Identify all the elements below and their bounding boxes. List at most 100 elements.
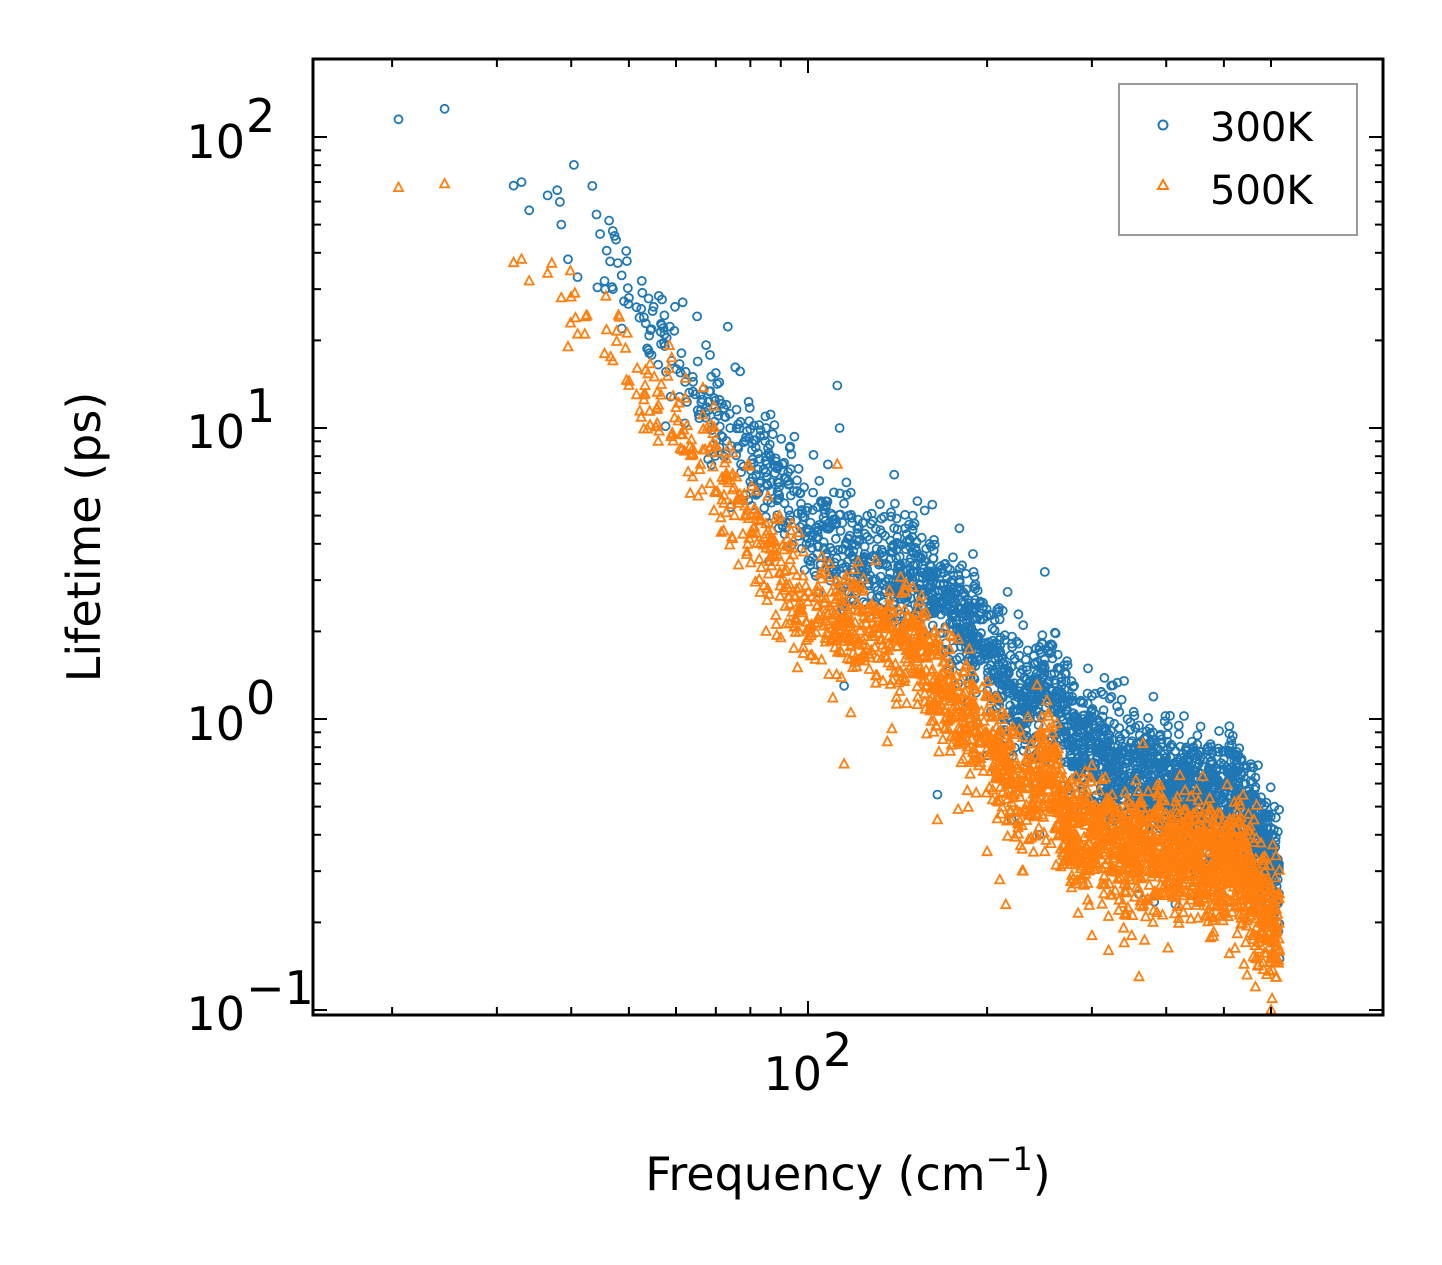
series-500k-point xyxy=(784,552,797,565)
series-300k-point xyxy=(1119,676,1129,686)
series-500k-point xyxy=(936,693,949,705)
series-500k-point xyxy=(1229,941,1241,953)
series-300k-point xyxy=(1195,721,1206,732)
series-500k-point xyxy=(1235,852,1248,864)
series-500k-point xyxy=(707,426,719,439)
series-300k-point xyxy=(1116,694,1127,705)
series-500k-point xyxy=(1269,870,1282,883)
series-500k-point xyxy=(860,616,873,629)
series-300k-point xyxy=(659,341,670,352)
series-500k-point xyxy=(1231,926,1244,939)
series-300k-point xyxy=(636,303,647,314)
series-500k-point xyxy=(770,617,783,629)
series-500k-point xyxy=(793,525,806,538)
series-500k-point xyxy=(732,558,745,570)
series-300k-point xyxy=(1093,747,1103,758)
series-500k-point xyxy=(1132,856,1145,868)
series-500k-point xyxy=(913,594,926,606)
series-300k-point xyxy=(1076,720,1087,731)
series-500k-point xyxy=(1112,903,1125,915)
series-300k-point xyxy=(1269,801,1280,812)
series-500k-point xyxy=(936,655,949,667)
series-300k-point xyxy=(814,475,825,486)
series-500k-point xyxy=(835,645,848,658)
series-500k-point xyxy=(1250,864,1262,876)
series-500k-point xyxy=(744,555,757,568)
series-500k-point xyxy=(761,593,774,605)
series-300k-point xyxy=(1154,759,1164,770)
series-300k-point xyxy=(1094,737,1105,748)
series-300k-point xyxy=(730,362,741,373)
series-300k-point xyxy=(1231,754,1242,765)
series-500k-point xyxy=(1192,867,1205,879)
series-300k-point xyxy=(998,658,1008,669)
series-500k-point xyxy=(921,651,934,663)
series-300k-point xyxy=(1023,706,1033,716)
series-500k-point xyxy=(945,738,958,750)
series-500k-point xyxy=(568,286,581,298)
series-500k-point xyxy=(1042,706,1055,718)
series-300k-point xyxy=(793,463,804,474)
series-500k-point xyxy=(1241,968,1254,980)
series-300k-point xyxy=(761,451,771,462)
series-300k-point xyxy=(1122,714,1133,724)
series-500k-point xyxy=(1050,716,1063,728)
series-300k-point xyxy=(916,532,927,543)
series-500k-point xyxy=(663,361,676,374)
series-300k-point xyxy=(991,648,1001,658)
series-500k-point xyxy=(1103,876,1116,889)
series-500k-point xyxy=(686,448,699,460)
series-300k-point xyxy=(745,424,756,435)
series-300k-point xyxy=(643,293,654,304)
series-300k-point xyxy=(816,496,826,507)
series-500k-point xyxy=(899,651,912,664)
series-300k-point xyxy=(912,496,923,507)
series-300k-point xyxy=(1148,691,1159,702)
series-500k-point xyxy=(816,585,829,598)
series-500k-point xyxy=(1162,941,1174,953)
series-500k-point xyxy=(1128,890,1141,902)
series-300k-point xyxy=(772,477,783,488)
series-300k-point xyxy=(1098,705,1109,716)
series-500k-point xyxy=(986,792,999,805)
series-500k-point xyxy=(826,691,839,703)
series-300k-point xyxy=(1206,755,1217,766)
series-300k-point xyxy=(784,442,795,453)
series-300k-point xyxy=(1114,736,1125,747)
series-500k-point xyxy=(1237,844,1250,856)
series-300k-point xyxy=(1013,609,1024,620)
series-300k-point xyxy=(957,608,967,619)
series-500k-point xyxy=(693,462,706,475)
series-300k-point xyxy=(669,325,680,336)
series-500k-point xyxy=(980,786,993,798)
series-500k-point xyxy=(894,634,907,646)
series-300k-point xyxy=(636,275,647,286)
series-300k-point xyxy=(1235,754,1246,765)
series-500k-point xyxy=(1170,805,1183,817)
series-500k-point xyxy=(1192,802,1205,814)
series-300k-point xyxy=(714,377,725,388)
series-300k-point xyxy=(731,404,742,415)
series-300k-point xyxy=(1114,723,1125,733)
series-300k-point xyxy=(1261,797,1272,808)
series-500k-point xyxy=(835,670,848,682)
series-500k-point xyxy=(1027,757,1040,770)
series-500k-point xyxy=(697,380,709,393)
series-300k-point xyxy=(886,547,896,558)
series-500k-point xyxy=(900,643,913,655)
series-500k-point xyxy=(578,327,591,339)
series-500k-point xyxy=(782,539,795,551)
series-300k-point xyxy=(1055,686,1066,697)
series-300k-point xyxy=(753,448,763,459)
series-300k-point xyxy=(1021,674,1031,685)
series-300k-point xyxy=(881,559,891,569)
series-500k-point xyxy=(1008,787,1021,799)
series-300k-point xyxy=(1154,753,1165,764)
series-300k-outlier-point xyxy=(599,276,610,286)
series-500k-point xyxy=(723,439,736,451)
series-300k-point xyxy=(622,256,632,267)
series-500k-point xyxy=(852,637,865,649)
series-300k-point xyxy=(997,684,1007,694)
series-300k-point xyxy=(1035,647,1046,658)
series-300k-outlier-point xyxy=(1069,680,1079,691)
